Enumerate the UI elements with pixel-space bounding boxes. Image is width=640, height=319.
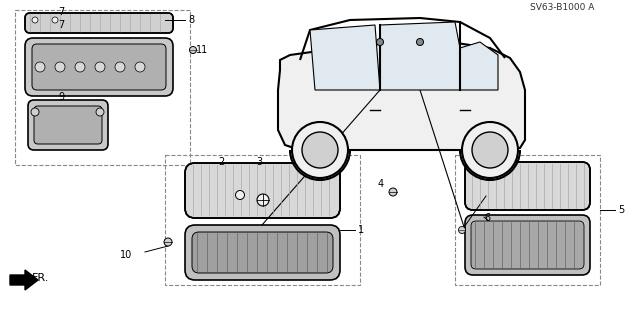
FancyBboxPatch shape — [185, 225, 340, 280]
Text: 2: 2 — [218, 157, 224, 167]
Circle shape — [35, 62, 45, 72]
Text: 7: 7 — [58, 7, 64, 17]
Circle shape — [52, 17, 58, 23]
Text: 7: 7 — [58, 20, 64, 30]
Circle shape — [135, 62, 145, 72]
Polygon shape — [460, 42, 498, 90]
Circle shape — [302, 132, 338, 168]
Polygon shape — [278, 42, 525, 150]
Text: 3: 3 — [256, 157, 262, 167]
Bar — [455, 155, 600, 285]
Circle shape — [292, 122, 348, 178]
Circle shape — [462, 122, 518, 178]
Text: 5: 5 — [618, 205, 624, 215]
Circle shape — [55, 62, 65, 72]
FancyBboxPatch shape — [25, 13, 173, 33]
Circle shape — [257, 194, 269, 206]
Circle shape — [472, 132, 508, 168]
Text: 7: 7 — [484, 172, 490, 182]
Text: 11: 11 — [196, 45, 208, 55]
FancyBboxPatch shape — [25, 38, 173, 96]
Circle shape — [32, 17, 38, 23]
FancyBboxPatch shape — [32, 44, 166, 90]
Text: 6: 6 — [484, 213, 490, 223]
Circle shape — [115, 62, 125, 72]
FancyBboxPatch shape — [192, 232, 333, 273]
Polygon shape — [310, 25, 380, 90]
Circle shape — [189, 47, 196, 54]
Text: SV63-B1000 A: SV63-B1000 A — [530, 4, 595, 12]
Polygon shape — [10, 270, 38, 290]
Circle shape — [376, 39, 383, 46]
FancyBboxPatch shape — [465, 162, 590, 210]
Polygon shape — [380, 22, 460, 90]
FancyBboxPatch shape — [28, 100, 108, 150]
Bar — [15, 10, 190, 165]
Circle shape — [75, 62, 85, 72]
Circle shape — [236, 190, 244, 199]
FancyBboxPatch shape — [465, 215, 590, 275]
FancyBboxPatch shape — [471, 221, 584, 269]
Bar — [165, 155, 360, 285]
Text: 9: 9 — [58, 92, 64, 102]
Text: FR.: FR. — [32, 273, 49, 283]
FancyBboxPatch shape — [185, 163, 340, 218]
Circle shape — [389, 188, 397, 196]
Circle shape — [417, 39, 424, 46]
Circle shape — [458, 226, 465, 234]
Text: 1: 1 — [358, 225, 364, 235]
Text: 8: 8 — [188, 15, 194, 25]
Circle shape — [95, 62, 105, 72]
Circle shape — [164, 238, 172, 246]
Text: 10: 10 — [120, 250, 132, 260]
Circle shape — [31, 108, 39, 116]
Text: 4: 4 — [378, 179, 384, 189]
Circle shape — [96, 108, 104, 116]
FancyBboxPatch shape — [34, 106, 102, 144]
